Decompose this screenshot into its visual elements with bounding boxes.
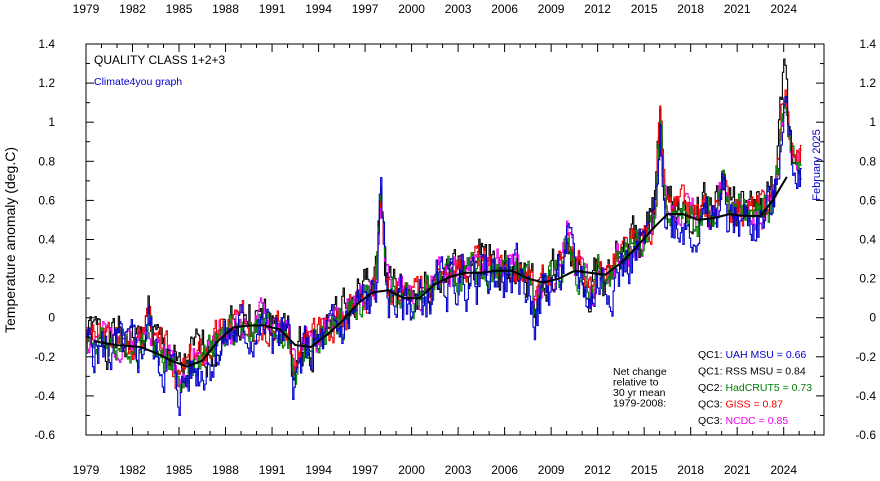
date-label: February 2025 [811, 129, 823, 201]
y-tick-label-right: 0.8 [859, 154, 876, 168]
legend-class: QC1: [698, 366, 725, 378]
x-tick-label-bottom: 2018 [677, 463, 704, 477]
labels-layer: QUALITY CLASS 1+2+3 Climate4you graph Te… [2, 53, 823, 333]
legend-entry: QC1: UAH MSU = 0.66 [698, 349, 806, 361]
y-tick-label-right: -0.6 [855, 428, 876, 442]
legend-value: UAH MSU = 0.66 [725, 349, 806, 361]
y-tick-label-left: 1 [48, 115, 55, 129]
x-tick-label-bottom: 2015 [631, 463, 658, 477]
x-tick-label-top: 2006 [491, 2, 518, 16]
x-tick-label-top: 2018 [677, 2, 704, 16]
x-tick-label-bottom: 2006 [491, 463, 518, 477]
y-tick-label-right: 1.4 [859, 37, 876, 51]
y-tick-label-left: 1.2 [38, 76, 55, 90]
y-tick-label-left: 0.6 [38, 193, 55, 207]
y-tick-label-right: -0.2 [855, 350, 876, 364]
y-tick-label-left: 0 [48, 311, 55, 325]
x-tick-label-top: 2015 [631, 2, 658, 16]
series-line-uah [86, 95, 802, 417]
legend-value: RSS MSU = 0.84 [725, 366, 805, 378]
trend-line [93, 176, 788, 368]
y-tick-label-left: 0.8 [38, 154, 55, 168]
y-tick-label-right: 1 [869, 115, 876, 129]
x-tick-label-bottom: 1991 [259, 463, 286, 477]
legend-value: GISS = 0.87 [725, 399, 783, 411]
x-tick-label-bottom: 2003 [445, 463, 472, 477]
x-tick-label-bottom: 1994 [305, 463, 332, 477]
legend-class: QC3: [698, 415, 725, 427]
x-tick-label-bottom: 1982 [119, 463, 146, 477]
y-tick-label-right: 0 [869, 311, 876, 325]
chart-credit: Climate4you graph [94, 76, 182, 88]
y-tick-label-left: 1.4 [38, 37, 55, 51]
legend-value: HadCRUT5 = 0.73 [725, 382, 812, 394]
y-axis-label: Temperature anomaly (deg.C) [2, 147, 18, 333]
x-tick-label-top: 1982 [119, 2, 146, 16]
note-line: relative to [613, 377, 659, 389]
x-tick-label-top: 2012 [584, 2, 611, 16]
note-line: 1979-2008: [613, 398, 666, 410]
y-tick-label-left: -0.2 [34, 350, 55, 364]
legend-entry: QC1: RSS MSU = 0.84 [698, 366, 806, 378]
x-tick-label-bottom: 2021 [724, 463, 751, 477]
note-line: Net change [613, 366, 667, 378]
x-tick-label-top: 2003 [445, 2, 472, 16]
x-tick-label-bottom: 2012 [584, 463, 611, 477]
chart-title: QUALITY CLASS 1+2+3 [94, 53, 226, 67]
x-tick-label-top: 1988 [212, 2, 239, 16]
y-tick-label-right: -0.4 [855, 389, 876, 403]
legend-class: QC3: [698, 399, 725, 411]
legend-value: NCDC = 0.85 [725, 415, 788, 427]
y-tick-label-right: 0.4 [859, 233, 876, 247]
x-tick-label-top: 2021 [724, 2, 751, 16]
y-tick-label-left: -0.6 [34, 428, 55, 442]
series-line-giss [86, 89, 802, 389]
legend-entry: QC3: NCDC = 0.85 [698, 415, 788, 427]
x-tick-label-top: 1979 [73, 2, 100, 16]
y-tick-label-right: 0.6 [859, 193, 876, 207]
x-tick-label-top: 2000 [398, 2, 425, 16]
x-tick-label-bottom: 1988 [212, 463, 239, 477]
legend-entry: QC2: HadCRUT5 = 0.73 [698, 382, 812, 394]
x-tick-label-bottom: 2024 [770, 463, 797, 477]
y-tick-label-right: 0.2 [859, 272, 876, 286]
x-tick-label-bottom: 2009 [538, 463, 565, 477]
x-tick-label-top: 1985 [166, 2, 193, 16]
axes-layer: 1979 1979 1982 1982 1985 1985 1988 1988 1991 1991… [34, 2, 876, 477]
y-tick-label-left: 0.4 [38, 233, 55, 247]
x-tick-label-bottom: 1985 [166, 463, 193, 477]
legend-entry: QC3: GISS = 0.87 [698, 399, 783, 411]
x-tick-label-top: 1994 [305, 2, 332, 16]
trend-layer [93, 176, 788, 368]
y-tick-label-left: 0.2 [38, 272, 55, 286]
x-tick-label-bottom: 1997 [352, 463, 379, 477]
x-tick-label-top: 1991 [259, 2, 286, 16]
x-tick-label-top: 1997 [352, 2, 379, 16]
y-tick-label-left: -0.4 [34, 389, 55, 403]
legend-class: QC2: [698, 382, 725, 394]
legend-class: QC1: [698, 349, 725, 361]
x-tick-label-bottom: 2000 [398, 463, 425, 477]
note-line: 30 yr mean [613, 387, 666, 399]
y-tick-label-right: 1.2 [859, 76, 876, 90]
x-tick-label-top: 2024 [770, 2, 797, 16]
x-tick-label-bottom: 1979 [73, 463, 100, 477]
x-tick-label-top: 2009 [538, 2, 565, 16]
